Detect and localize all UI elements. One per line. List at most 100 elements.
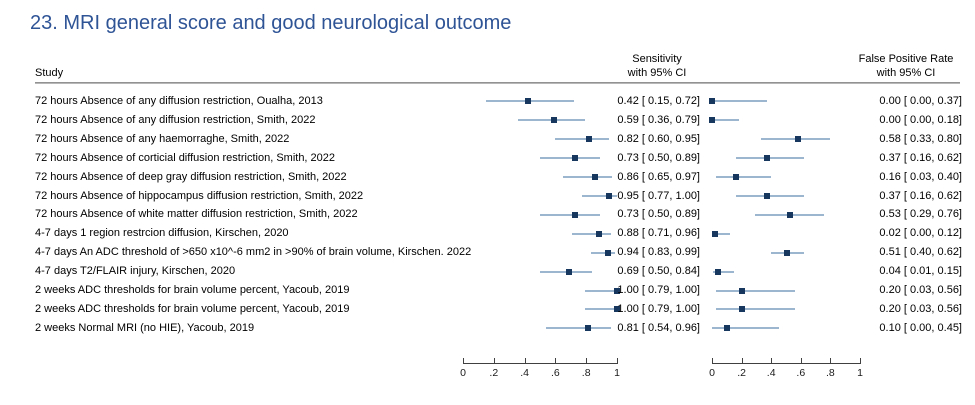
axis-tick-label: 1 [614, 367, 620, 379]
sensitivity-value: 0.69 [ 0.50, 0.84] [617, 265, 700, 278]
fpr-point-marker [714, 268, 721, 275]
fpr-ci-plot [709, 111, 860, 130]
sensitivity-point-marker [606, 192, 613, 199]
axis-tick [771, 358, 773, 364]
sensitivity-ci-line [555, 138, 610, 141]
fpr-value: 0.37 [ 0.16, 0.62] [879, 189, 962, 202]
study-label: 72 hours Absence of any diffusion restri… [35, 95, 323, 107]
study-label: 4-7 days T2/FLAIR injury, Kirschen, 2020 [35, 265, 236, 278]
table-row: 4-7 days An ADC threshold of >650 x10^-6… [0, 243, 975, 262]
false-positive-rate-column-header: False Positive Rate with 95% CI [856, 52, 956, 80]
fpr-header-line1: False Positive Rate [858, 53, 954, 65]
axis-tick-label: 0 [460, 367, 466, 379]
fpr-point-marker [794, 136, 801, 143]
sensitivity-ci-plot [463, 319, 617, 338]
sensitivity-point-marker [604, 249, 611, 256]
fpr-value: 0.04 [ 0.01, 0.15] [879, 265, 962, 278]
sensitivity-value: 1.00 [ 0.79, 1.00] [617, 302, 700, 315]
fpr-ci-line [716, 308, 795, 311]
fpr-ci-plot [712, 262, 860, 281]
axis-tick-label: .4 [766, 367, 776, 379]
sensitivity-ci-line [581, 194, 617, 197]
fpr-value: 0.10 [ 0.00, 0.45] [879, 321, 962, 334]
fpr-point-marker [709, 98, 715, 105]
sensitivity-point-marker [572, 211, 579, 218]
study-label: 72 hours Absence of hippocampus diffusio… [35, 189, 364, 202]
table-row: 4-7 days 1 region restrcion diffusion, K… [0, 224, 975, 243]
sensitivity-ci-plot [463, 187, 617, 206]
table-row: 2 weeks ADC thresholds for brain volume … [0, 300, 975, 319]
sensitivity-x-axis: 0 .2 .4 .6 .8 1 [460, 358, 620, 379]
fpr-ci-line [716, 176, 772, 179]
sensitivity-value: 1.00 [ 0.79, 1.00] [617, 284, 700, 297]
sensitivity-point-marker [524, 98, 531, 105]
rows: 72 hours Absence of any diffusion restri… [0, 92, 975, 338]
sensitivity-ci-plot [463, 224, 617, 243]
study-label: 2 weeks Normal MRI (no HIE), Yacoub, 201… [35, 321, 255, 334]
sensitivity-point-marker [586, 136, 593, 143]
fpr-value: 0.51 [ 0.40, 0.62] [879, 246, 962, 259]
sensitivity-point-marker [592, 174, 599, 181]
axis-tick-label: .6 [796, 367, 806, 379]
fpr-header-line2: with 95% CI [876, 67, 936, 79]
sensitivity-value: 0.88 [ 0.71, 0.96] [617, 227, 700, 240]
fpr-ci-line [712, 100, 767, 103]
sensitivity-ci-line [590, 251, 616, 254]
sensitivity-ci-line [572, 232, 611, 235]
fpr-point-marker [784, 249, 791, 256]
sensitivity-value: 0.95 [ 0.77, 1.00] [617, 189, 700, 202]
axis-tick [800, 358, 802, 364]
fpr-point-marker [787, 211, 794, 218]
fpr-point-marker [763, 192, 770, 199]
axis-tick-label: .8 [581, 367, 591, 379]
sensitivity-value: 0.82 [ 0.60, 0.95] [617, 132, 700, 145]
sensitivity-point-marker [566, 268, 573, 275]
sensitivity-ci-line [584, 289, 617, 292]
fpr-ci-plot [712, 205, 860, 224]
sensitivity-value: 0.73 [ 0.50, 0.89] [617, 208, 700, 221]
sensitivity-value: 0.86 [ 0.65, 0.97] [617, 170, 700, 183]
fpr-value: 0.37 [ 0.16, 0.62] [879, 151, 962, 164]
sensitivity-ci-plot [463, 130, 617, 149]
fpr-ci-plot [712, 281, 860, 300]
axis-tick [617, 358, 618, 364]
axis-tick [712, 358, 713, 364]
fpr-point-marker [711, 230, 718, 237]
sensitivity-point-marker [614, 306, 620, 313]
sensitivity-value: 0.94 [ 0.83, 0.99] [617, 246, 700, 259]
study-label: 72 hours Absence of white matter diffusi… [35, 208, 358, 221]
study-label: 72 hours Absence of any diffusion restri… [35, 113, 316, 126]
fpr-point-marker [738, 287, 745, 294]
fpr-ci-plot [712, 168, 860, 187]
sensitivity-column-header: Sensitivity with 95% CI [607, 52, 707, 80]
fpr-point-marker [738, 306, 745, 313]
axis-tick-label: .2 [489, 367, 499, 379]
fpr-ci-plot [712, 187, 860, 206]
study-label: 72 hours Absence of corticial diffusion … [35, 151, 336, 164]
sensitivity-ci-plot [463, 300, 620, 319]
table-row: 72 hours Absence of corticial diffusion … [0, 149, 975, 168]
fpr-point-marker [763, 155, 770, 162]
sensitivity-value: 0.73 [ 0.50, 0.89] [617, 151, 700, 164]
table-row: 2 weeks Normal MRI (no HIE), Yacoub, 201… [0, 319, 975, 338]
axis-tick [493, 358, 495, 364]
fpr-point-marker [723, 325, 730, 332]
axis-tick-label: .2 [737, 367, 746, 379]
fpr-x-axis: 0 .2 .4 .6 .8 1 [709, 358, 863, 379]
sensitivity-ci-plot [463, 205, 617, 224]
study-label: 4-7 days 1 region restrcion diffusion, K… [35, 227, 289, 240]
axis-tick [524, 358, 526, 364]
sensitivity-ci-plot [463, 92, 617, 111]
axis-tick-label: .8 [826, 367, 835, 379]
sensitivity-ci-line [563, 176, 613, 179]
header-rule-line [35, 82, 960, 84]
study-label: 2 weeks ADC thresholds for brain volume … [35, 284, 350, 297]
axis-tick-label: .4 [520, 367, 529, 379]
sensitivity-point-marker [572, 155, 579, 162]
fpr-ci-plot [712, 243, 860, 262]
fpr-value: 0.02 [ 0.00, 0.12] [879, 227, 962, 240]
sensitivity-point-marker [584, 325, 591, 332]
fpr-value: 0.20 [ 0.03, 0.56] [879, 302, 962, 315]
sensitivity-point-marker [550, 117, 557, 124]
sensitivity-value: 0.59 [ 0.36, 0.79] [617, 113, 700, 126]
